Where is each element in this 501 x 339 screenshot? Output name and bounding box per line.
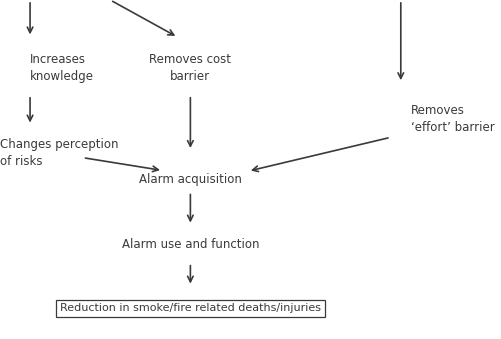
- Text: Alarm acquisition: Alarm acquisition: [139, 173, 242, 186]
- Text: Changes perception
of risks: Changes perception of risks: [0, 138, 119, 167]
- Text: Increases
knowledge: Increases knowledge: [30, 53, 94, 83]
- Text: Reduction in smoke/fire related deaths/injuries: Reduction in smoke/fire related deaths/i…: [60, 303, 321, 314]
- Text: Alarm use and function: Alarm use and function: [122, 238, 259, 251]
- Text: Removes
‘effort’ barrier: Removes ‘effort’ barrier: [411, 104, 494, 134]
- Text: Removes cost
barrier: Removes cost barrier: [149, 53, 231, 83]
